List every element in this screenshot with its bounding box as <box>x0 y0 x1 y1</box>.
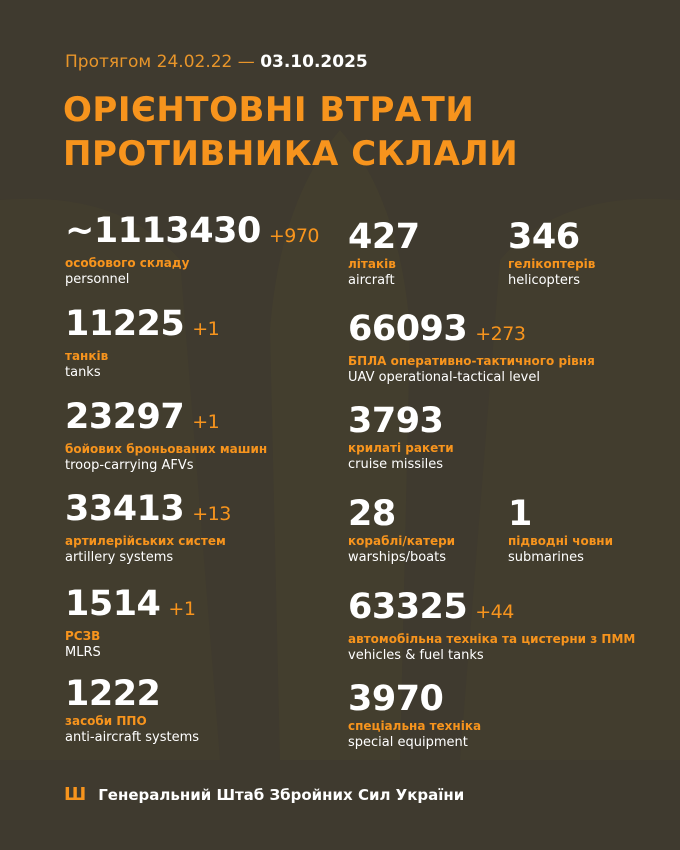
stat-label-ua: артилерійських систем <box>65 534 226 548</box>
stat-label-ua: автомобільна техніка та цистерни з ПММ <box>348 632 636 646</box>
stat-item: 3970 спеціальна техніка special equipment <box>348 680 481 751</box>
stat-label-en: helicopters <box>508 273 581 288</box>
stat-label-en: vehicles & fuel tanks <box>348 648 484 663</box>
stat-number: 28 <box>348 494 396 534</box>
stat-value: 23297 +1 <box>65 398 267 441</box>
footer-text: Генеральний Штаб Збройних Сил України <box>98 785 465 804</box>
stat-label-en: personnel <box>65 272 130 287</box>
stat-label-ua: особового складу <box>65 256 190 270</box>
stat-label-ua: кораблі/катери <box>348 534 456 548</box>
period-prefix: Протягом 24.02.22 — <box>65 52 255 72</box>
stat-number: 3793 <box>348 401 444 441</box>
stat-label-en: special equipment <box>348 735 468 750</box>
stat-label-ua: спеціальна техніка <box>348 719 482 733</box>
stat-value: 427 <box>348 218 420 256</box>
stat-label-en: anti-aircraft systems <box>65 730 200 745</box>
stat-number: 66093 <box>348 309 468 349</box>
stat-item: 33413 +13 артилерійських систем artillery s… <box>65 490 231 566</box>
stat-number: 1514 <box>65 584 161 624</box>
stat-delta: +13 <box>192 503 231 525</box>
stat-label-en: troop-carrying AFVs <box>65 458 194 473</box>
stat-value: 33413 +13 <box>65 490 231 533</box>
stat-value: ~1113430 +970 <box>65 211 320 255</box>
stat-number: 63325 <box>348 587 468 627</box>
title-line-1: ОРІЄНТОВНІ ВТРАТИ <box>63 90 475 130</box>
stat-value: 346 <box>508 218 595 256</box>
period: Протягом 24.02.22 — 03.10.2025 <box>65 52 368 72</box>
stat-value: 11225 +1 <box>65 304 220 348</box>
stat-label-en: artillery systems <box>65 550 174 565</box>
stat-number: 1222 <box>65 674 161 714</box>
stat-delta: +273 <box>475 323 526 345</box>
stat-label-en: warships/boats <box>348 550 447 565</box>
stat-item: 11225 +1 танків tanks <box>65 304 220 381</box>
stat-number: 3970 <box>348 679 444 719</box>
stat-label-ua: РСЗВ <box>65 629 101 643</box>
stat-number: 11225 <box>65 304 185 344</box>
stat-item: 1222 засоби ППО anti-aircraft systems <box>65 675 199 746</box>
stat-delta: +1 <box>168 598 196 620</box>
stat-label-ua: засоби ППО <box>65 714 147 728</box>
stat-number: 33413 <box>65 489 185 529</box>
stat-value: 1222 <box>65 675 199 713</box>
stat-value: 63325 +44 <box>348 588 635 631</box>
stat-number: 427 <box>348 217 420 257</box>
stat-item: 3793 крилаті ракети cruise missiles <box>348 402 454 473</box>
stat-number: ~1113430 <box>65 211 261 251</box>
stat-number: 1 <box>508 494 532 534</box>
stat-label-en: submarines <box>508 550 584 565</box>
stat-item: ~1113430 +970 особового складу personnel <box>65 211 320 288</box>
stat-delta: +970 <box>268 225 320 247</box>
stat-item: 23297 +1 бойових броньованих машин troop-ca… <box>65 398 267 474</box>
stat-delta: +1 <box>192 318 220 340</box>
stat-label-ua: бойових броньованих машин <box>65 442 268 456</box>
stat-label-ua: БПЛА оперативно-тактичного рівня <box>348 354 595 368</box>
stat-value: 1 <box>508 495 613 533</box>
stat-label-en: UAV operational-tactical level <box>348 370 540 385</box>
stat-label-ua: підводні човни <box>508 534 613 548</box>
stat-item: 427 літаків aircraft <box>348 218 420 289</box>
stat-value: 28 <box>348 495 455 533</box>
stat-value: 66093 +273 <box>348 310 595 353</box>
stat-value: 1514 +1 <box>65 584 196 628</box>
stat-item: 63325 +44 автомобільна техніка та цистерни… <box>348 588 635 664</box>
footer: Ш Генеральний Штаб Збройних Сил України <box>64 784 464 805</box>
stat-number: 346 <box>508 217 580 257</box>
stat-label-en: aircraft <box>348 273 395 288</box>
stat-label-en: cruise missiles <box>348 457 444 472</box>
stat-item: 28 кораблі/катери warships/boats <box>348 495 455 566</box>
trident-icon: Ш <box>64 784 87 805</box>
stat-label-en: MLRS <box>65 645 101 660</box>
stat-value: 3793 <box>348 402 454 440</box>
stat-number: 23297 <box>65 397 185 437</box>
stat-label-ua: гелікоптерів <box>508 257 596 271</box>
stat-label-ua: крилаті ракети <box>348 441 454 455</box>
stat-item: 1 підводні човни submarines <box>508 495 613 566</box>
stat-item: 346 гелікоптерів helicopters <box>508 218 595 289</box>
stat-delta: +1 <box>192 411 220 433</box>
title-line-2: ПРОТИВНИКА СКЛАЛИ <box>63 134 519 174</box>
stat-label-en: tanks <box>65 365 101 380</box>
stat-label-ua: танків <box>65 349 109 363</box>
period-date: 03.10.2025 <box>260 52 368 72</box>
stat-item: 66093 +273 БПЛА оперативно-тактичного рівн… <box>348 310 595 386</box>
stat-label-ua: літаків <box>348 257 396 271</box>
stat-item: 1514 +1 РСЗВ MLRS <box>65 584 196 661</box>
page-title: ОРІЄНТОВНІ ВТРАТИ ПРОТИВНИКА СКЛАЛИ <box>63 88 518 176</box>
stat-value: 3970 <box>348 680 481 718</box>
stat-delta: +44 <box>475 601 514 623</box>
